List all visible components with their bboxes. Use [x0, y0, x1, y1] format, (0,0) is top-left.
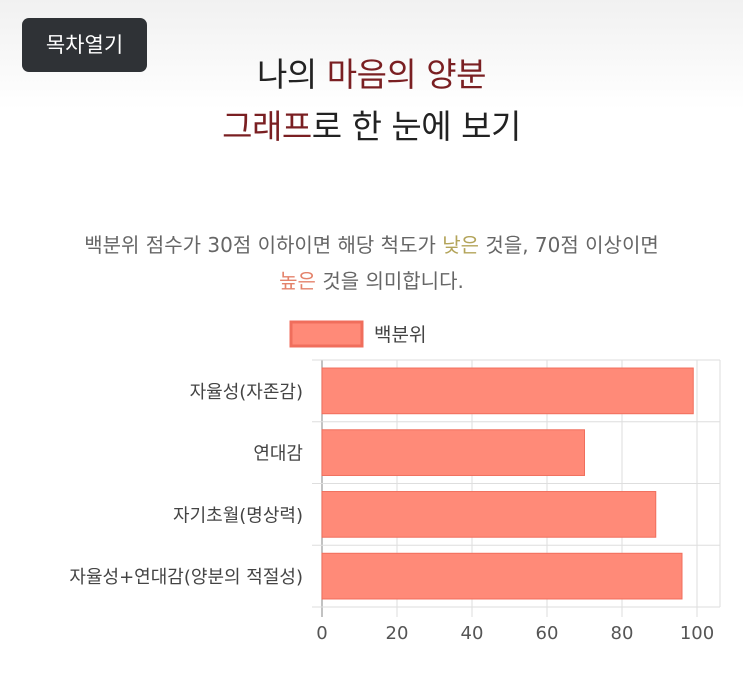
chart-legend: 백분위	[289, 320, 426, 348]
legend-label: 백분위	[374, 324, 426, 346]
title-plain-1: 나의	[256, 55, 327, 94]
y-tick-label-1: 연대감	[253, 444, 303, 465]
bar-3	[321, 552, 683, 600]
page-title-line2: 그래프로 한 눈에 보기	[0, 100, 743, 148]
chart-bars	[321, 367, 694, 600]
title-accent-1: 마음의 양분	[326, 55, 487, 94]
x-tick-label-3: 60	[536, 623, 559, 644]
description-line1: 백분위 점수가 30점 이하이면 해당 척도가 낮은 것을, 70점 이상이면	[0, 227, 743, 264]
bar-2	[321, 491, 657, 538]
chart-x-labels: 0 20 40 60 80 100	[316, 623, 714, 644]
x-tick-label-2: 40	[461, 623, 484, 644]
y-tick-label-2: 자기초월(명상력)	[173, 505, 303, 526]
desc-part1: 백분위 점수가 30점 이하이면 해당 척도가	[84, 233, 443, 257]
bar-1	[321, 429, 585, 476]
toc-open-button[interactable]: 목차열기	[22, 18, 147, 72]
x-tick-label-0: 0	[316, 623, 327, 644]
desc-high-word: 높은	[279, 269, 316, 293]
desc-part2: 것을, 70점 이상이면	[479, 233, 659, 257]
page-title-line1: 나의 마음의 양분	[0, 48, 743, 96]
x-tick-label-4: 80	[611, 623, 634, 644]
y-tick-label-3: 자율성+연대감(양분의 적절성)	[69, 567, 303, 588]
title-plain-2: 로 한 눈에 보기	[311, 107, 522, 146]
title-accent-2: 그래프	[222, 107, 312, 146]
desc-part3: 것을 의미합니다.	[315, 269, 464, 293]
legend-swatch	[289, 320, 364, 348]
x-tick-label-5: 100	[680, 623, 714, 644]
y-tick-label-0: 자율성(자존감)	[190, 382, 303, 403]
bar-0	[321, 367, 694, 415]
desc-low-word: 낮은	[442, 233, 480, 257]
x-tick-label-1: 20	[386, 623, 409, 644]
description-line2: 높은 것을 의미합니다.	[0, 263, 743, 300]
